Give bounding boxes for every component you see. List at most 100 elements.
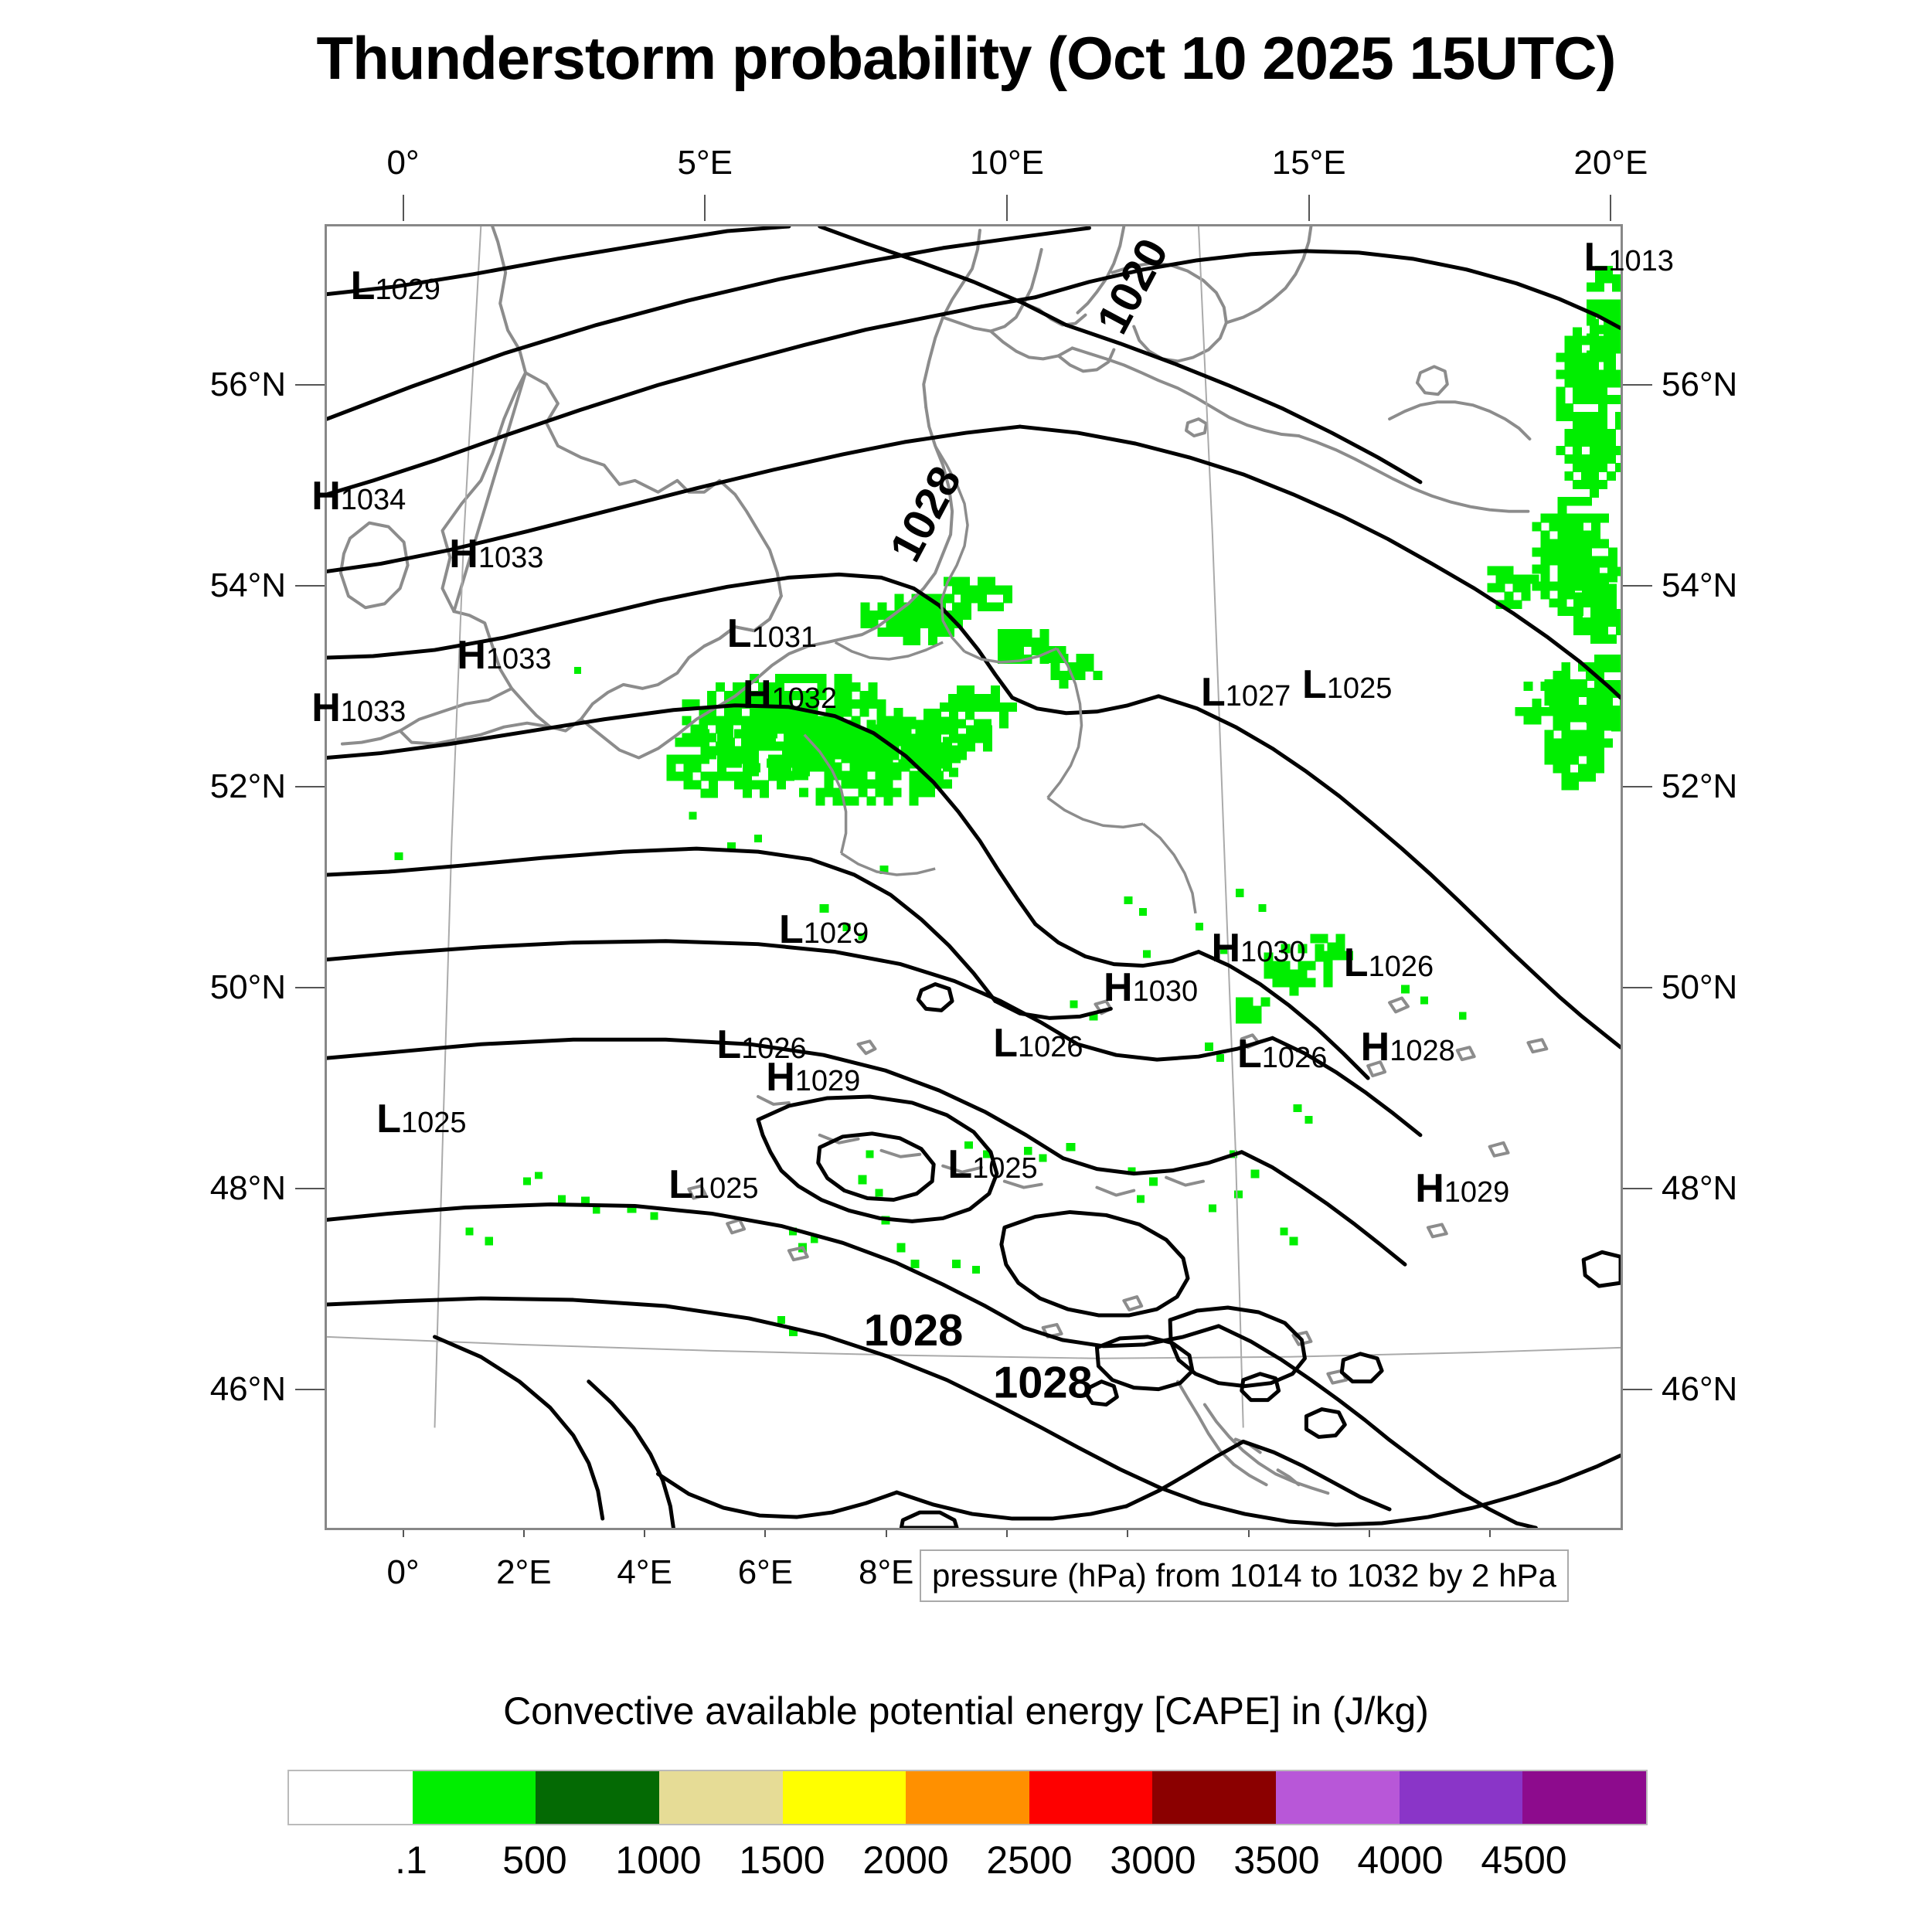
cape-cell: [945, 594, 955, 604]
cape-cell: [883, 787, 893, 798]
cape-cell: [1549, 706, 1559, 716]
cape-cell: [1612, 342, 1621, 352]
cape-cell: [940, 750, 951, 760]
cape-cell: [1544, 687, 1554, 697]
cape-cell: [1587, 772, 1597, 782]
cape-cell: [750, 716, 759, 726]
cape-cell: [1599, 609, 1609, 619]
cape-cell: [1591, 513, 1601, 523]
cape-cell: [898, 733, 908, 743]
cape-cell: [1603, 705, 1613, 715]
cape-cell: [750, 673, 759, 683]
lon-label-bottom-1: 2°E: [496, 1553, 552, 1591]
cape-cell: [997, 629, 1007, 639]
cape-cell: [783, 724, 793, 734]
pressure-center-value: 1025: [972, 1152, 1038, 1185]
cape-cell: [952, 1260, 961, 1269]
cape-cell: [834, 673, 844, 683]
cape-cell: [841, 779, 851, 789]
cape-cell: [896, 1243, 906, 1253]
cape-cell: [743, 737, 753, 747]
cape-cell: [1594, 705, 1604, 715]
cape-cell: [1595, 755, 1605, 765]
cape-cell: [1581, 437, 1591, 447]
colorbar-segment-6[interactable]: [1029, 1771, 1153, 1824]
cape-cell: [977, 577, 987, 587]
cape-cell: [866, 796, 876, 806]
cape-cell: [1195, 922, 1203, 930]
colorbar-segment-8[interactable]: [1276, 1771, 1400, 1824]
cape-cell: [932, 716, 942, 726]
cape-cell: [1574, 496, 1584, 506]
cape-cell: [932, 759, 942, 769]
cape-cell: [892, 770, 902, 781]
colorbar[interactable]: [287, 1770, 1648, 1825]
cape-cell: [1561, 721, 1571, 731]
isobar-contour-layer: [327, 226, 1621, 1528]
cape-cell: [849, 745, 859, 755]
cape-cell: [1561, 679, 1571, 689]
cape-cell: [798, 753, 808, 764]
cape-cell: [1250, 1169, 1260, 1179]
cape-cell: [1487, 566, 1497, 576]
cape-cell: [1604, 342, 1614, 352]
cape-cell: [1532, 547, 1542, 557]
cape-cell: [1590, 488, 1600, 498]
cape-cell: [1582, 592, 1592, 602]
cape-cell: [1014, 655, 1024, 664]
colorbar-segment-2[interactable]: [536, 1771, 659, 1824]
cape-cell: [1235, 888, 1244, 897]
axis-tick-mark: [295, 1389, 325, 1390]
cape-cell: [1570, 713, 1580, 723]
cape-cell: [724, 690, 734, 700]
colorbar-segment-1[interactable]: [412, 1771, 536, 1824]
cape-cell: [1566, 547, 1576, 557]
lat-label-right-0: 56°N: [1662, 366, 1738, 403]
cape-cell: [1595, 764, 1605, 774]
cape-cell: [1039, 646, 1049, 656]
cape-cell: [985, 577, 995, 587]
cape-cell: [1607, 600, 1617, 611]
colorbar-segment-7[interactable]: [1152, 1771, 1277, 1824]
cape-cell: [1540, 547, 1550, 557]
pressure-center-type: L: [350, 264, 376, 309]
cape-cell: [1607, 634, 1617, 645]
cape-shading-layer: [394, 265, 1621, 1336]
cape-cell: [1587, 738, 1597, 748]
cape-cell: [920, 619, 930, 629]
cape-cell: [932, 742, 942, 752]
colorbar-segment-3[interactable]: [658, 1771, 783, 1824]
cape-cell: [726, 754, 736, 764]
cape-cell: [982, 733, 992, 743]
cape-cell: [1573, 626, 1583, 636]
colorbar-segment-5[interactable]: [906, 1771, 1029, 1824]
colorbar-segment-4[interactable]: [782, 1771, 906, 1824]
cape-cell: [1561, 687, 1571, 697]
cape-cell: [1595, 670, 1605, 680]
cape-cell: [1561, 704, 1571, 714]
cape-cell: [751, 780, 760, 790]
cape-cell: [716, 716, 726, 726]
cape-cell: [700, 754, 710, 764]
cape-cell: [923, 716, 934, 726]
cape-cell: [1590, 420, 1600, 430]
cape-cell: [1582, 575, 1592, 585]
cape-cell: [1598, 462, 1608, 472]
cape-cell: [998, 702, 1009, 712]
cape-cell: [1557, 539, 1567, 549]
cape-cell: [1587, 350, 1597, 360]
cape-cell: [940, 716, 951, 726]
colorbar-segment-9[interactable]: [1399, 1771, 1523, 1824]
cape-cell: [915, 725, 925, 735]
cape-cell: [957, 742, 968, 752]
cape-cell: [1557, 598, 1567, 608]
cape-cell: [906, 716, 917, 726]
cape-cell: [592, 1206, 600, 1214]
pressure-center-h-22: H1029: [1415, 1168, 1509, 1209]
colorbar-segment-0[interactable]: [289, 1771, 413, 1824]
cape-cell: [1089, 1012, 1098, 1021]
cape-cell: [1582, 583, 1592, 594]
cape-cell: [906, 750, 917, 760]
colorbar-segment-10[interactable]: [1522, 1771, 1647, 1824]
